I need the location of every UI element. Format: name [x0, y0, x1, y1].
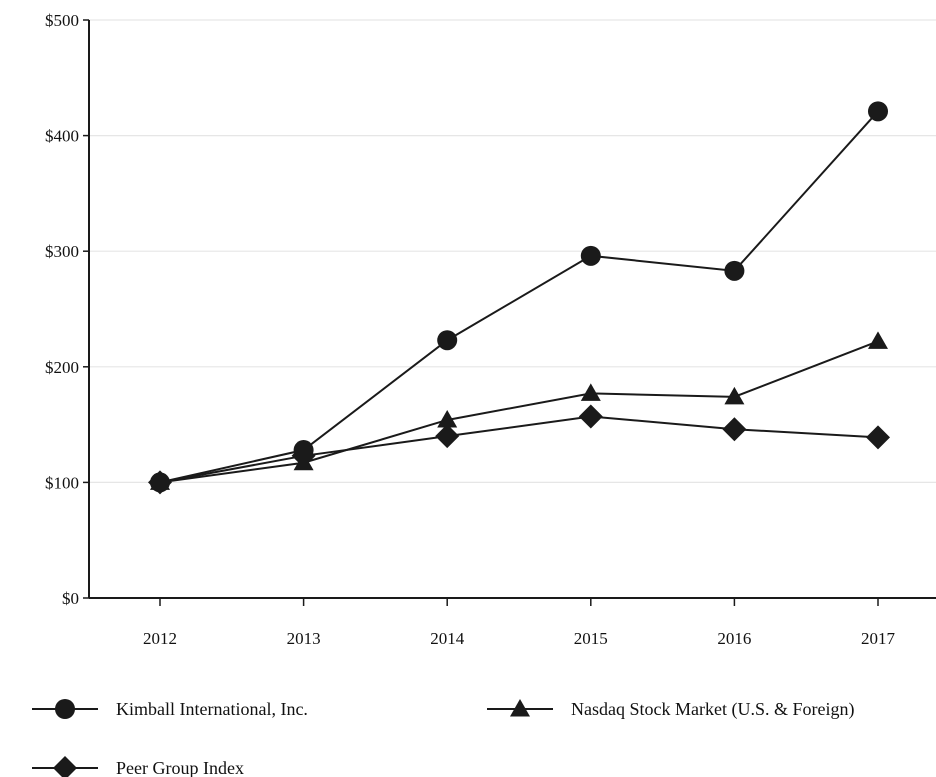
y-tick-label: $200: [45, 358, 79, 377]
x-tick-label: 2013: [287, 629, 321, 648]
legend-label: Nasdaq Stock Market (U.S. & Foreign): [571, 699, 854, 720]
y-tick-label: $0: [62, 589, 79, 608]
data-point-diamond: [291, 443, 316, 468]
legend-label: Kimball International, Inc.: [116, 699, 308, 719]
data-point-diamond: [435, 424, 460, 449]
x-tick-label: 2016: [717, 629, 751, 648]
data-point-circle: [724, 260, 745, 281]
legend-item-nasdaq-stock-market-u-s-foreign: Nasdaq Stock Market (U.S. & Foreign): [487, 699, 854, 720]
data-point-triangle: [868, 331, 888, 349]
data-point-circle: [580, 245, 601, 266]
series-line: [159, 340, 879, 484]
series-peer-group-index: [148, 404, 890, 495]
legend-item-peer-group-index: Peer Group Index: [32, 756, 244, 777]
series-group: [148, 101, 890, 495]
legend-marker-triangle: [510, 699, 530, 717]
x-axis-ticks: 2012 2013 2014 2015 2016 2017: [143, 598, 896, 648]
legend-item-kimball-international-inc: Kimball International, Inc.: [32, 699, 308, 719]
data-point-triangle: [724, 386, 745, 405]
series-line: [159, 415, 879, 484]
legend-marker-diamond: [53, 756, 77, 777]
x-tick-label: 2017: [861, 629, 896, 648]
series-kimball-international-inc: [150, 101, 888, 493]
y-tick-label: $500: [45, 11, 79, 30]
legend-label: Peer Group Index: [116, 758, 244, 777]
data-point-circle: [437, 330, 458, 351]
y-tick-label: $300: [45, 242, 79, 261]
data-point-triangle: [580, 383, 601, 401]
data-point-circle: [868, 101, 888, 122]
data-point-diamond: [866, 425, 890, 450]
y-axis-ticks: $0 $100 $200 $300 $400 $500: [45, 11, 89, 608]
legend-marker-circle: [55, 699, 75, 719]
data-point-diamond: [578, 404, 603, 429]
x-tick-label: 2015: [574, 629, 608, 648]
y-tick-label: $100: [45, 473, 79, 492]
y-tick-label: $400: [45, 127, 79, 146]
data-point-diamond: [722, 417, 747, 442]
x-tick-label: 2012: [143, 629, 177, 648]
gridlines: [89, 19, 936, 483]
series-nasdaq-stock-market-u-s-foreign: [150, 331, 888, 490]
data-point-triangle: [437, 409, 458, 428]
x-tick-label: 2014: [430, 629, 465, 648]
axes: [88, 20, 936, 599]
series-line: [159, 110, 879, 484]
legend: Kimball International, Inc. Nasdaq Stock …: [32, 699, 854, 777]
data-point-diamond: [148, 470, 172, 495]
